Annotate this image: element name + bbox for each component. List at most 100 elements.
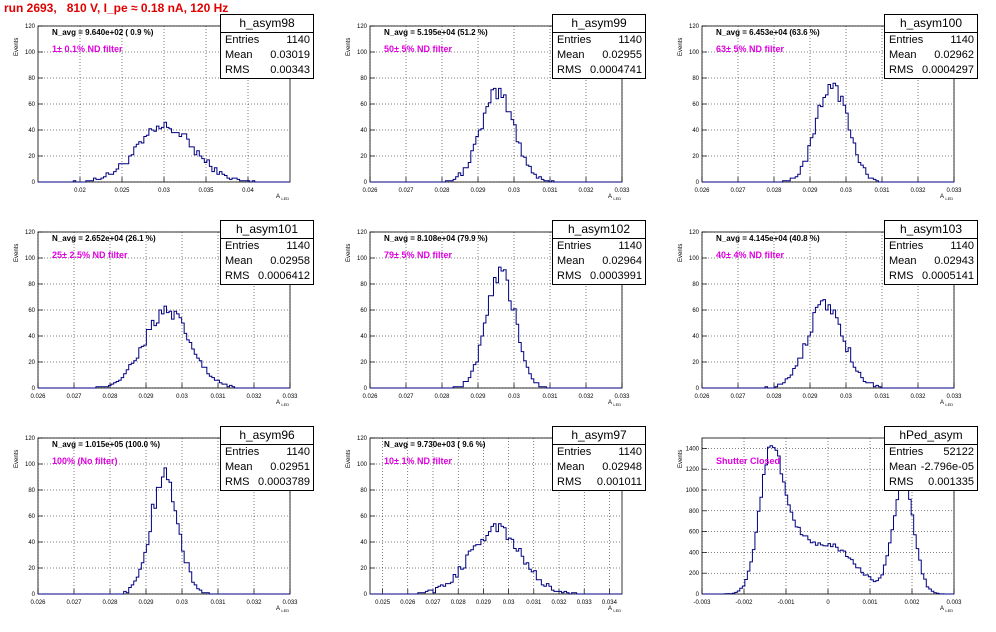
histogram-bin [476,545,479,594]
stats-key: RMS [225,63,249,78]
histogram-bin [134,361,137,388]
histogram-bin [516,551,519,594]
histogram-bin [818,543,821,594]
stats-value: 0.02943 [934,254,974,269]
stats-key: Entries [557,239,591,254]
x-tick-label: 0.026 [362,188,378,194]
y-tick-label: 100 [689,256,700,262]
histogram-bin [793,520,796,594]
x-tick-label: 0.035 [198,188,214,194]
histogram-bin [214,380,217,388]
stats-key: Entries [225,239,259,254]
histogram-bin [501,271,504,388]
histogram-bin [144,345,147,388]
stats-value: 1140 [286,445,310,460]
x-tick-label: 0.028 [451,600,467,606]
histogram-bin [805,345,808,388]
histogram-bin [795,527,798,594]
y-tick-label: 120 [25,24,36,30]
histogram-bin [212,172,215,182]
stats-title: h_asym102 [553,221,645,239]
x-tick-label: 0.026 [694,188,710,194]
x-tick-label: 0.031 [874,394,890,400]
histogram-bin [873,582,876,594]
histogram-bin [536,580,539,594]
histogram-bin [775,450,778,594]
histogram-bin [831,314,834,388]
histogram-bin [478,545,481,594]
histogram-bin [146,135,149,182]
y-tick-label: 60 [692,308,699,314]
x-tick-label: 0.031 [526,600,542,606]
histogram-bin [841,550,844,594]
stats-value: 0.00343 [270,63,310,78]
x-tick-label: 0.026 [30,394,46,400]
histogram-bin [217,174,220,182]
histogram-bin [151,320,154,388]
histogram-bin [174,311,177,388]
histogram-bin [856,568,859,594]
histogram-bin [481,539,484,594]
histogram-bin [499,524,502,594]
histogram-bin [765,465,768,594]
histogram-bin [825,546,828,594]
filter-label: 25± 2.5% ND filter [52,250,127,260]
navg-label: N_avg = 5.195e+04 (51.2 %) [384,28,488,37]
y-tick-label: 20 [360,360,367,366]
histogram-bin [179,137,182,183]
y-axis-label: Events [678,450,684,468]
histogram-bin [516,142,519,182]
y-axis-label: Events [14,450,20,468]
histogram-bin [810,332,813,388]
histogram-bin [164,306,167,388]
x-tick-label: 0.03 [158,188,170,194]
histogram-bin [172,133,175,182]
histogram-bin [154,131,157,182]
histogram-bin [466,168,469,182]
histogram-bin [184,333,187,388]
x-tick-label: 0.001 [862,600,878,606]
x-tick-label: 0.026 [694,394,710,400]
stats-title: h_asym103 [885,221,977,239]
stats-key: RMS [557,63,581,78]
stats-value: 0.0005141 [922,269,974,284]
stats-row-entries: Entries 1140 [553,33,645,48]
histogram-bin [868,178,871,182]
x-tick-label: 0.027 [730,188,746,194]
stats-value: 1140 [618,33,642,48]
histogram-bin [194,155,197,182]
histogram-bin [810,543,813,594]
stats-key: Entries [557,33,591,48]
x-axis-label: A LED [608,606,621,613]
stats-value: 0.001011 [597,475,642,490]
histogram-bin [167,480,170,594]
stats-key: Entries [889,445,923,460]
histogram-bin [131,363,134,388]
histogram-bin [509,112,512,182]
y-tick-label: 80 [692,76,699,82]
x-axis-label: A LED [940,194,953,201]
stats-value: 0.02962 [934,48,974,63]
histogram-bin [136,144,139,182]
histogram-bin [868,383,871,388]
y-tick-label: 120 [689,230,700,236]
x-axis-label: A LED [276,194,289,201]
histogram-bin [126,164,129,182]
navg-label: N_avg = 9.640e+02 ( 0.9 %) [52,28,153,37]
x-tick-label: 0.031 [542,188,558,194]
histogram-bin [187,340,190,388]
x-tick-label: 0.03 [508,188,520,194]
y-tick-label: 40 [360,334,367,340]
y-tick-label: 1200 [686,467,700,473]
stats-key: RMS [225,269,249,284]
histogram-bin [156,126,159,182]
filter-label: 100% (No filter) [52,456,118,466]
